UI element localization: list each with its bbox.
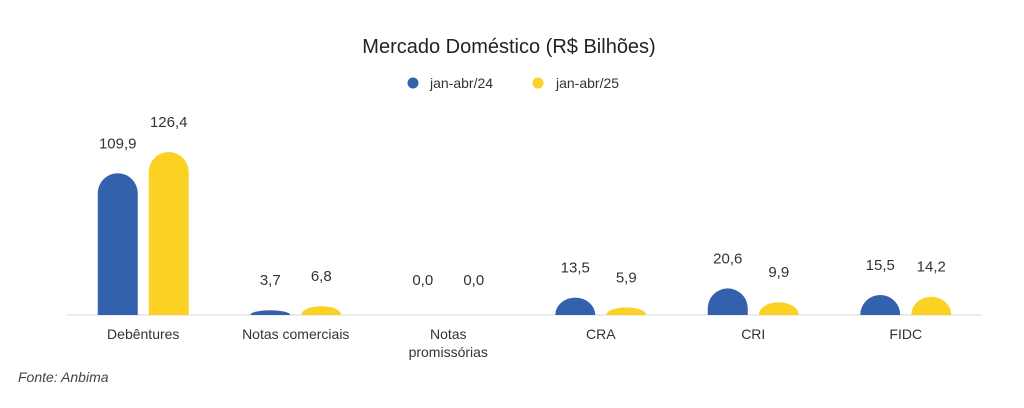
value-label-cri-jan-abr-25: 9,9 <box>768 264 789 281</box>
bars <box>97 152 952 315</box>
source-note: Fonte: Anbima <box>18 369 109 385</box>
value-label-fidc-jan-abr-25: 14,2 <box>917 259 946 276</box>
legend-label-jan-abr-24: jan-abr/24 <box>429 75 493 91</box>
bar-cra-jan-abr-24 <box>555 297 596 315</box>
category-label-debentures: Debêntures <box>107 326 179 342</box>
bar-debentures-jan-abr-24 <box>97 173 138 315</box>
bar-fidc-jan-abr-25 <box>911 296 952 315</box>
value-label-notas-comerciais-jan-abr-24: 3,7 <box>260 272 281 289</box>
bar-debentures-jan-abr-25 <box>148 152 189 315</box>
legend: jan-abr/24 jan-abr/25 <box>407 75 619 91</box>
bar-fidc-jan-abr-24 <box>860 295 901 315</box>
bar-cri-jan-abr-24 <box>707 288 748 315</box>
legend-label-jan-abr-25: jan-abr/25 <box>555 75 619 91</box>
category-label-cra: CRA <box>586 326 616 342</box>
value-label-notas-comerciais-jan-abr-25: 6,8 <box>311 268 332 285</box>
value-label-fidc-jan-abr-24: 15,5 <box>866 257 895 274</box>
category-labels: Debêntures Notas comerciais Notas promissór… <box>107 326 922 360</box>
legend-swatch-jan-abr-25 <box>532 77 544 89</box>
value-label-cra-jan-abr-25: 5,9 <box>616 269 637 286</box>
chart-title: Mercado Doméstico (R$ Bilhões) <box>362 36 655 58</box>
bar-cra-jan-abr-25 <box>606 307 647 315</box>
bar-cri-jan-abr-25 <box>758 302 799 315</box>
value-label-notas-promissorias-jan-abr-24: 0,0 <box>412 272 433 289</box>
category-label-cri: CRI <box>741 326 765 342</box>
legend-swatch-jan-abr-24 <box>407 77 419 89</box>
bar-notas-comerciais-jan-abr-25 <box>301 306 342 315</box>
value-label-debentures-jan-abr-24: 109,9 <box>99 135 137 152</box>
category-label-fidc: FIDC <box>889 326 922 342</box>
value-label-notas-promissorias-jan-abr-25: 0,0 <box>463 272 484 289</box>
category-label-notas-promissorias: Notas promissórias <box>409 326 488 360</box>
bar-notas-comerciais-jan-abr-24 <box>250 310 291 315</box>
value-label-debentures-jan-abr-25: 126,4 <box>150 114 188 131</box>
value-label-cri-jan-abr-24: 20,6 <box>713 250 742 267</box>
category-label-notas-comerciais: Notas comerciais <box>242 326 349 342</box>
value-label-cra-jan-abr-24: 13,5 <box>561 260 590 277</box>
value-labels: 109,9 126,4 3,7 6,8 0,0 0,0 13,5 5,9 20,6 9,9 15,5… <box>99 114 946 289</box>
